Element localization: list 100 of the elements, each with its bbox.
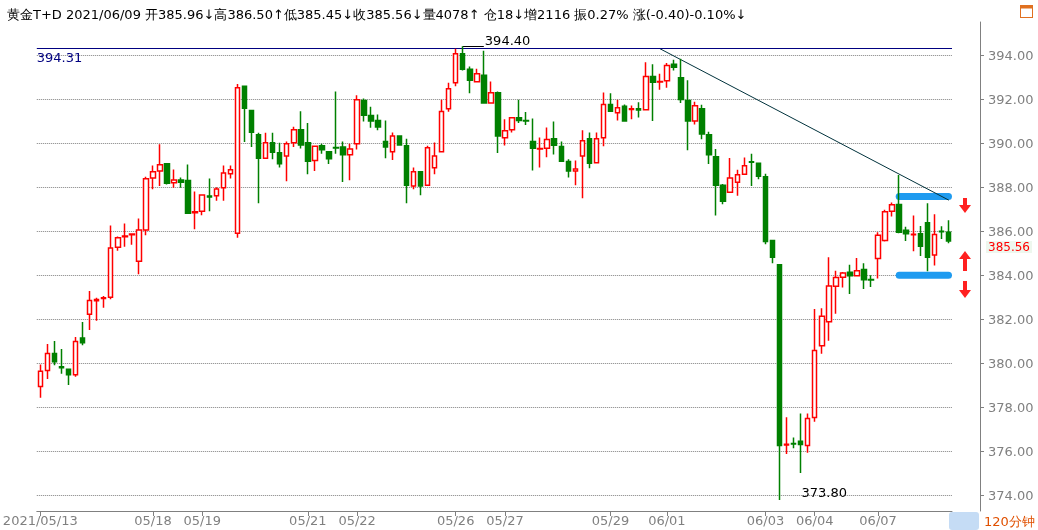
candlestick: [65, 367, 72, 386]
candlestick: [438, 99, 445, 153]
candlestick: [586, 131, 593, 170]
candlestick: [529, 117, 537, 172]
candlestick: [846, 263, 854, 295]
candlestick: [508, 116, 516, 134]
x-tick-label: 06/07: [859, 513, 897, 528]
candlestick: [431, 141, 438, 175]
annotation: 394.40: [484, 32, 531, 48]
candlestick: [283, 140, 290, 183]
candlestick: [762, 173, 769, 245]
candlestick: [213, 186, 220, 202]
candlestick: [93, 297, 100, 322]
y-tick-label: 394.00: [988, 47, 1034, 63]
candlestick: [769, 238, 776, 264]
candlestick: [220, 164, 227, 202]
candlestick: [677, 58, 685, 104]
candlestick: [572, 159, 579, 186]
candlestick: [684, 79, 692, 151]
candlestick: [473, 67, 481, 83]
text: 120分钟: [984, 513, 1035, 529]
candlestick: [726, 157, 734, 194]
candlestick: [276, 141, 283, 169]
y-tick-label: 378.00: [988, 399, 1034, 415]
candlestick: [917, 225, 924, 257]
candlestick: [248, 109, 255, 148]
x-tick-label: 06/03: [746, 513, 785, 528]
x-tick-label: 05/18: [134, 513, 172, 528]
candlestick: [811, 308, 818, 423]
candlestick: [593, 131, 600, 164]
candlestick: [170, 168, 178, 189]
candlestick: [86, 290, 93, 331]
candlestick: [241, 85, 248, 143]
candlestick: [100, 295, 107, 309]
candlestick: [58, 348, 65, 375]
candlestick: [227, 164, 234, 180]
y-tick-label: 388.00: [988, 179, 1034, 195]
x-tick-label: 06/04: [795, 513, 834, 528]
candlestick: [691, 100, 699, 126]
y-tick-label: 390.00: [988, 135, 1034, 151]
candlestick: [550, 120, 558, 156]
candlestick: [79, 321, 86, 346]
candlestick: [910, 214, 917, 253]
candlestick: [206, 177, 213, 212]
candlestick: [262, 132, 269, 160]
candlestick: [163, 162, 171, 186]
x-tick-label: 05/26: [436, 513, 475, 528]
x-tick-label: 2021/05/13: [2, 513, 78, 528]
candlestick: [107, 224, 114, 301]
candlestick: [797, 412, 804, 474]
candlestick: [417, 170, 424, 196]
y-tick-label: 382.00: [988, 311, 1034, 327]
candlestick: [558, 140, 565, 163]
x-tick-label: 05/27: [486, 513, 524, 528]
ref-line-label: 394.31: [36, 50, 83, 66]
candlestick: [741, 156, 748, 176]
candlestick: [346, 143, 354, 181]
x-tick-label: 05/22: [338, 513, 376, 528]
x-tick-label: 05/21: [289, 513, 327, 528]
candlestick: [311, 145, 319, 172]
candlestick: [318, 143, 326, 155]
candlestick: [614, 99, 621, 122]
annotation: 373.80: [801, 485, 848, 501]
candlestick: [403, 137, 410, 205]
candlestick: [269, 132, 276, 160]
candlestick: [783, 416, 790, 455]
candlestick: [790, 436, 797, 449]
candlestick: [600, 91, 607, 147]
y-tick-label: 386.00: [988, 223, 1034, 239]
candlestick: [234, 83, 241, 239]
candlestick: [396, 134, 403, 147]
candlestick: [938, 225, 945, 240]
candlestick: [945, 219, 952, 245]
candlestick: [755, 161, 762, 181]
y-tick-label: 374.00: [988, 488, 1034, 504]
candlestick: [924, 202, 931, 273]
candlestick: [290, 126, 298, 148]
y-tick-label: 384.00: [988, 267, 1034, 283]
candlestick: [734, 169, 741, 197]
candlestick: [382, 119, 389, 159]
text: 385.56: [988, 239, 1030, 254]
candlestick: [255, 132, 262, 205]
candlestick: [649, 63, 657, 122]
candlestick: [621, 103, 628, 123]
candlestick: [853, 257, 861, 277]
candlestick: [748, 152, 755, 187]
candlestick: [494, 90, 502, 154]
candlestick: [804, 412, 811, 454]
candlestick: [501, 118, 509, 147]
x-tick-label: 05/19: [183, 513, 221, 528]
candlestick: [459, 45, 466, 72]
candlestick: [579, 129, 586, 199]
candlestick: [445, 82, 452, 113]
candlestick: [565, 158, 572, 179]
candlestick: [424, 145, 431, 187]
candlestick: [642, 61, 650, 111]
candlestick: [607, 92, 614, 113]
candlestick: [487, 80, 495, 105]
y-tick-label: 376.00: [988, 444, 1034, 460]
candlestick: [44, 343, 51, 380]
